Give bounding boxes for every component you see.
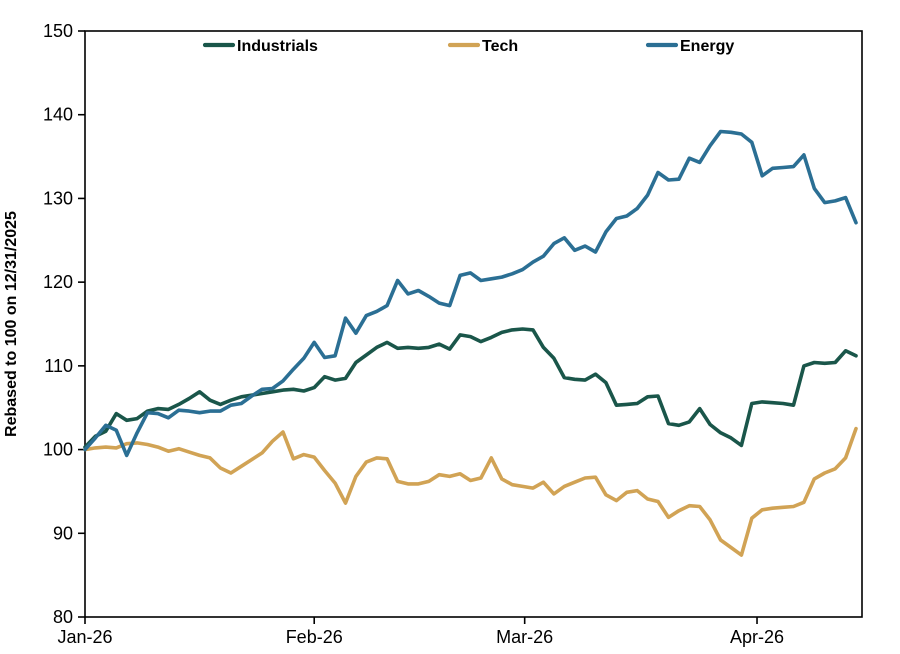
series-line-industrials xyxy=(83,327,858,449)
legend-label-tech: Tech xyxy=(482,38,518,55)
x-tick-label: Feb-26 xyxy=(286,627,343,647)
legend-label-energy: Energy xyxy=(680,38,734,55)
y-tick-label: 110 xyxy=(44,356,73,376)
y-tick-label: 80 xyxy=(53,607,73,627)
y-tick-label: 150 xyxy=(43,21,73,41)
y-axis-title: Rebased to 100 on 12/31/2025 xyxy=(3,211,20,437)
y-tick-label: 130 xyxy=(43,188,73,208)
x-tick-label: Mar-26 xyxy=(496,627,553,647)
x-tick-label: Jan-26 xyxy=(57,627,112,647)
series-line-energy xyxy=(83,129,858,458)
series-lines xyxy=(83,129,858,557)
y-tick-label: 100 xyxy=(43,440,73,460)
legend-label-industrials: Industrials xyxy=(237,38,318,55)
legend: Industrials Tech Energy xyxy=(202,38,734,55)
y-tick-label: 120 xyxy=(43,272,73,292)
series-line-tech xyxy=(83,426,858,557)
x-tick-label: Apr-26 xyxy=(730,627,784,647)
y-tick-label: 90 xyxy=(53,523,73,543)
plot-border xyxy=(84,30,863,618)
y-tick-label: 140 xyxy=(43,105,73,125)
